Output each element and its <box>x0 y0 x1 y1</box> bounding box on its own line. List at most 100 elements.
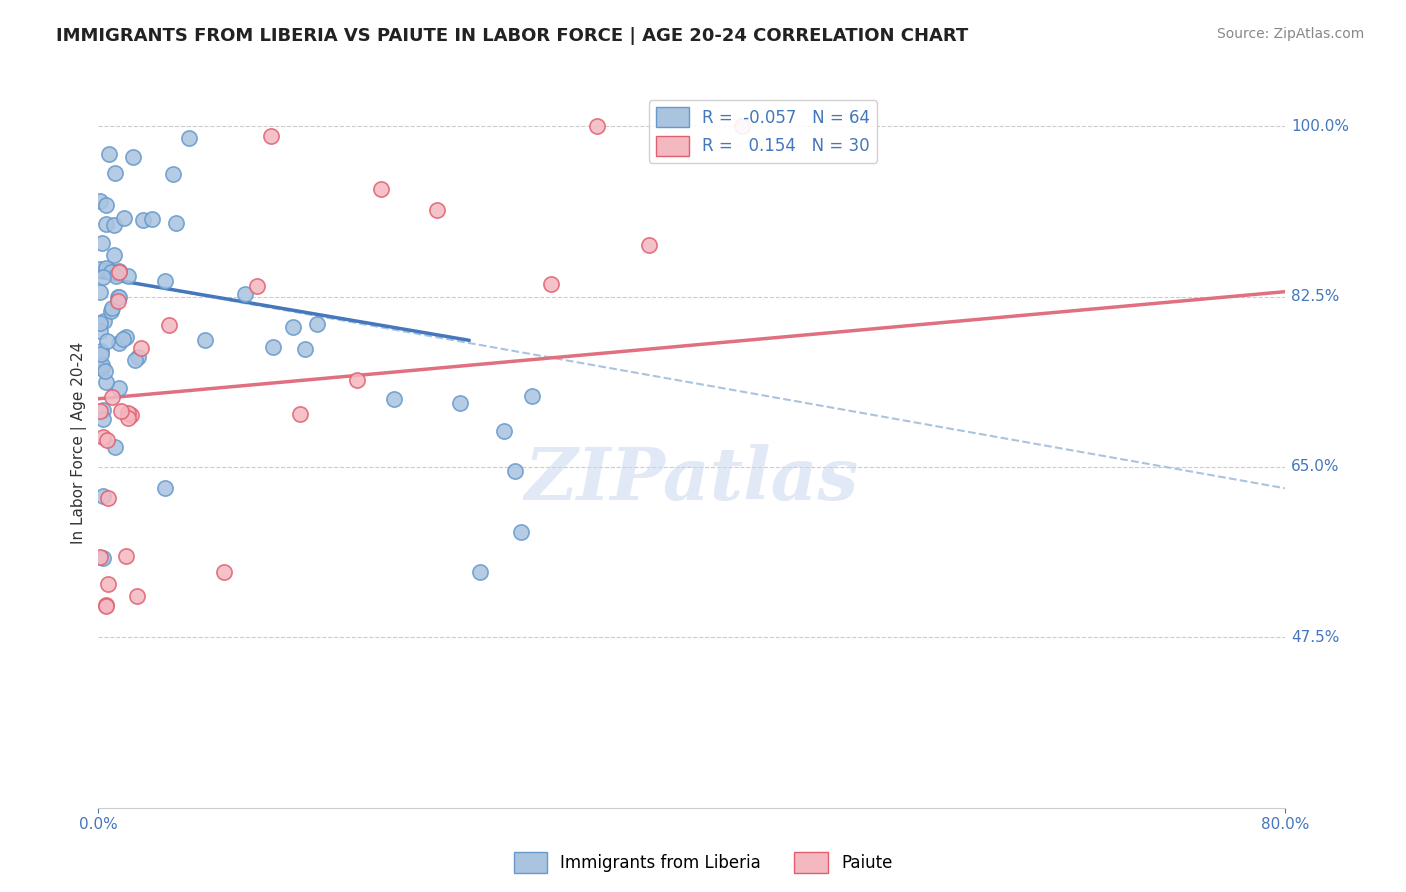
Legend: Immigrants from Liberia, Paiute: Immigrants from Liberia, Paiute <box>508 846 898 880</box>
Point <box>165 217 187 231</box>
Point <box>97 146 120 161</box>
Point <box>89 262 111 277</box>
Point <box>101 390 124 404</box>
Point <box>91 269 114 284</box>
Point <box>94 260 117 275</box>
Point <box>94 198 117 212</box>
Point <box>100 265 122 279</box>
Point <box>214 565 236 579</box>
Text: 100.0%: 100.0% <box>1291 119 1350 134</box>
Text: IMMIGRANTS FROM LIBERIA VS PAIUTE IN LABOR FORCE | AGE 20-24 CORRELATION CHART: IMMIGRANTS FROM LIBERIA VS PAIUTE IN LAB… <box>56 27 969 45</box>
Text: 47.5%: 47.5% <box>1291 630 1340 645</box>
Point <box>90 346 112 360</box>
Point <box>127 350 149 364</box>
Point <box>155 481 177 495</box>
Point <box>103 218 125 232</box>
Point <box>262 340 284 354</box>
Point <box>305 317 328 331</box>
Point <box>283 320 305 334</box>
Point <box>94 364 117 378</box>
Point <box>107 336 129 351</box>
Point <box>103 248 125 262</box>
Point <box>731 119 754 133</box>
Point <box>346 373 368 387</box>
Point <box>100 304 122 318</box>
Point <box>91 403 114 417</box>
Point <box>117 411 139 425</box>
Point <box>96 433 118 447</box>
Point <box>510 524 533 539</box>
Point <box>370 182 392 196</box>
Point <box>294 342 316 356</box>
Point <box>129 341 152 355</box>
Point <box>114 330 136 344</box>
Point <box>89 316 111 330</box>
Point <box>91 489 114 503</box>
Point <box>503 463 526 477</box>
Point <box>290 407 312 421</box>
Point <box>97 577 120 591</box>
Point <box>89 403 111 417</box>
Point <box>96 599 118 614</box>
Point <box>115 549 138 563</box>
Point <box>124 352 146 367</box>
Point <box>245 279 267 293</box>
Point <box>125 589 148 603</box>
Point <box>117 406 139 420</box>
Point <box>91 430 114 444</box>
Point <box>540 277 562 291</box>
Point <box>522 389 544 403</box>
Point <box>107 290 129 304</box>
Point <box>110 404 132 418</box>
Text: ZIPatlas: ZIPatlas <box>524 443 859 515</box>
Point <box>157 318 180 333</box>
Point <box>638 237 661 252</box>
Point <box>179 130 201 145</box>
Y-axis label: In Labor Force | Age 20-24: In Labor Force | Age 20-24 <box>72 342 87 544</box>
Point <box>91 361 114 376</box>
Point <box>382 392 405 407</box>
Point <box>132 213 155 227</box>
Text: Source: ZipAtlas.com: Source: ZipAtlas.com <box>1216 27 1364 41</box>
Point <box>112 211 135 225</box>
Point <box>96 217 118 231</box>
Point <box>108 290 131 304</box>
Point <box>107 294 129 309</box>
Text: 82.5%: 82.5% <box>1291 289 1340 304</box>
Point <box>107 380 129 394</box>
Point <box>101 301 124 315</box>
Point <box>233 287 256 301</box>
Point <box>111 332 134 346</box>
Point <box>120 408 142 422</box>
Point <box>89 285 111 300</box>
Point <box>141 211 163 226</box>
Point <box>90 343 112 358</box>
Point <box>117 269 139 284</box>
Point <box>97 263 120 277</box>
Point <box>96 375 118 389</box>
Point <box>153 274 176 288</box>
Point <box>586 119 609 133</box>
Point <box>91 412 114 426</box>
Point <box>194 334 217 348</box>
Point <box>494 424 516 438</box>
Point <box>108 265 131 279</box>
Point <box>97 491 120 505</box>
Point <box>426 203 449 218</box>
Point <box>96 599 118 613</box>
Point <box>89 550 111 565</box>
Point <box>89 324 111 338</box>
Point <box>162 167 184 181</box>
Point <box>91 550 114 565</box>
Point <box>108 264 131 278</box>
Point <box>468 565 491 579</box>
Point <box>96 334 118 349</box>
Text: 65.0%: 65.0% <box>1291 459 1340 475</box>
Point <box>260 128 283 143</box>
Point <box>449 396 471 410</box>
Point <box>104 269 127 284</box>
Point <box>121 149 143 163</box>
Point <box>104 441 127 455</box>
Point <box>90 358 112 372</box>
Point <box>104 166 127 180</box>
